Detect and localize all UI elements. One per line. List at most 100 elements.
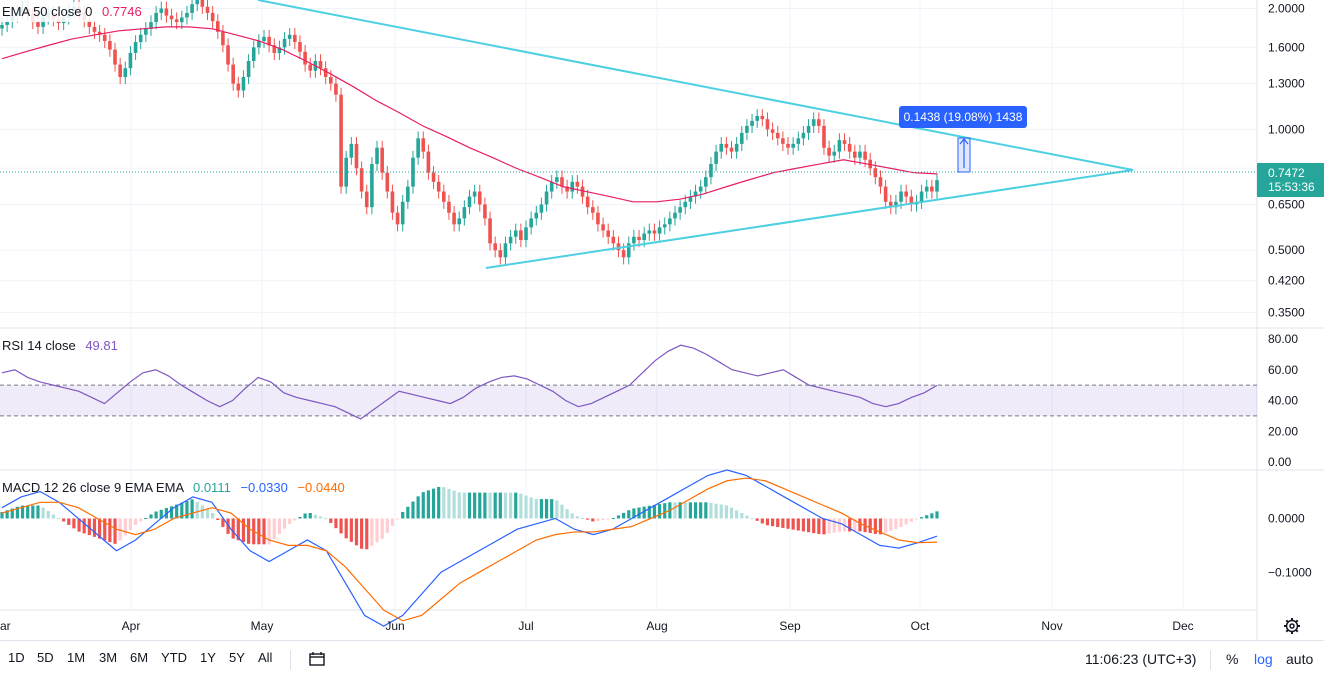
candle[interactable] bbox=[210, 6, 215, 29]
candle[interactable] bbox=[113, 42, 117, 72]
candle[interactable] bbox=[647, 223, 652, 241]
candle[interactable] bbox=[123, 61, 128, 85]
candle[interactable] bbox=[534, 205, 539, 226]
candle[interactable] bbox=[375, 140, 379, 172]
candle[interactable] bbox=[560, 170, 564, 194]
candle[interactable] bbox=[806, 119, 811, 140]
percent-toggle[interactable]: % bbox=[1226, 651, 1239, 667]
candle[interactable] bbox=[185, 6, 189, 25]
candle[interactable] bbox=[524, 220, 528, 248]
candle[interactable] bbox=[257, 34, 261, 55]
candle[interactable] bbox=[118, 57, 122, 85]
candle[interactable] bbox=[775, 126, 780, 146]
candle[interactable] bbox=[570, 175, 575, 199]
candle[interactable] bbox=[334, 76, 338, 102]
candle[interactable] bbox=[739, 126, 744, 152]
range-button-1d[interactable]: 1D bbox=[8, 650, 25, 665]
candle[interactable] bbox=[92, 20, 97, 39]
candle[interactable] bbox=[796, 131, 801, 152]
candle[interactable] bbox=[596, 205, 600, 232]
candle[interactable] bbox=[693, 184, 698, 204]
candle[interactable] bbox=[431, 165, 436, 189]
candle[interactable] bbox=[616, 236, 621, 258]
candle[interactable] bbox=[606, 223, 611, 244]
candle[interactable] bbox=[144, 21, 148, 42]
range-button-all[interactable]: All bbox=[258, 650, 273, 665]
triangle-lower-trendline[interactable] bbox=[485, 169, 1134, 269]
candle[interactable] bbox=[133, 35, 138, 61]
candle[interactable] bbox=[380, 140, 384, 180]
candle[interactable] bbox=[236, 76, 241, 98]
candle[interactable] bbox=[138, 27, 143, 50]
candle[interactable] bbox=[765, 112, 770, 137]
candle[interactable] bbox=[781, 131, 785, 152]
candle[interactable] bbox=[791, 137, 795, 155]
candle[interactable] bbox=[308, 57, 313, 78]
candle[interactable] bbox=[287, 27, 292, 47]
range-button-5y[interactable]: 5Y bbox=[229, 650, 245, 665]
candlestick-series[interactable] bbox=[0, 0, 939, 265]
candle[interactable] bbox=[221, 24, 225, 53]
candle[interactable] bbox=[894, 194, 898, 215]
candle[interactable] bbox=[724, 137, 729, 155]
candle[interactable] bbox=[822, 119, 826, 155]
candle[interactable] bbox=[508, 229, 513, 251]
range-button-6m[interactable]: 6M bbox=[130, 650, 149, 665]
candle[interactable] bbox=[498, 243, 503, 265]
candle[interactable] bbox=[678, 200, 682, 220]
candle[interactable] bbox=[565, 179, 569, 199]
candle[interactable] bbox=[888, 194, 893, 215]
range-button-ytd[interactable]: YTD bbox=[161, 650, 187, 665]
candle[interactable] bbox=[231, 57, 235, 91]
candle[interactable] bbox=[770, 122, 775, 140]
candle[interactable] bbox=[277, 40, 282, 61]
candle[interactable] bbox=[349, 137, 354, 165]
candle[interactable] bbox=[159, 1, 164, 21]
candle[interactable] bbox=[262, 30, 266, 49]
range-button-1m[interactable]: 1M bbox=[67, 650, 86, 665]
candle[interactable] bbox=[149, 15, 153, 36]
candle[interactable] bbox=[467, 189, 472, 215]
candle[interactable] bbox=[462, 200, 467, 226]
candle[interactable] bbox=[416, 131, 420, 165]
candle[interactable] bbox=[750, 114, 754, 134]
candle[interactable] bbox=[626, 236, 631, 265]
candle[interactable] bbox=[318, 54, 323, 76]
candle[interactable] bbox=[632, 229, 636, 251]
candle[interactable] bbox=[935, 173, 939, 199]
candle[interactable] bbox=[729, 140, 734, 159]
candle[interactable] bbox=[180, 10, 184, 30]
candle[interactable] bbox=[272, 38, 277, 61]
candle[interactable] bbox=[493, 236, 497, 258]
candle[interactable] bbox=[395, 205, 400, 232]
candle[interactable] bbox=[154, 6, 158, 30]
rsi-series[interactable] bbox=[1, 344, 938, 420]
candle[interactable] bbox=[477, 184, 482, 212]
candle[interactable] bbox=[251, 40, 256, 69]
candle[interactable] bbox=[267, 30, 271, 53]
candle[interactable] bbox=[488, 211, 492, 251]
candle[interactable] bbox=[529, 211, 533, 235]
candle[interactable] bbox=[344, 150, 349, 194]
candle[interactable] bbox=[611, 229, 616, 251]
candle[interactable] bbox=[190, 0, 194, 21]
macd-signal-line[interactable] bbox=[1, 477, 938, 622]
candle[interactable] bbox=[842, 133, 847, 152]
candle[interactable] bbox=[195, 0, 200, 12]
candle[interactable] bbox=[97, 24, 102, 42]
auto-toggle[interactable]: auto bbox=[1286, 651, 1314, 667]
range-button-3m[interactable]: 3M bbox=[99, 650, 118, 665]
candle[interactable] bbox=[452, 205, 456, 232]
candle[interactable] bbox=[442, 184, 446, 209]
candle[interactable] bbox=[555, 170, 559, 189]
candle[interactable] bbox=[704, 170, 708, 194]
candle[interactable] bbox=[878, 170, 883, 194]
candle[interactable] bbox=[354, 137, 359, 176]
candle[interactable] bbox=[200, 0, 205, 14]
candle[interactable] bbox=[590, 200, 595, 220]
candle[interactable] bbox=[734, 137, 739, 159]
candle[interactable] bbox=[293, 27, 297, 50]
candle[interactable] bbox=[601, 217, 605, 238]
candle[interactable] bbox=[883, 179, 888, 209]
candle[interactable] bbox=[544, 184, 549, 212]
